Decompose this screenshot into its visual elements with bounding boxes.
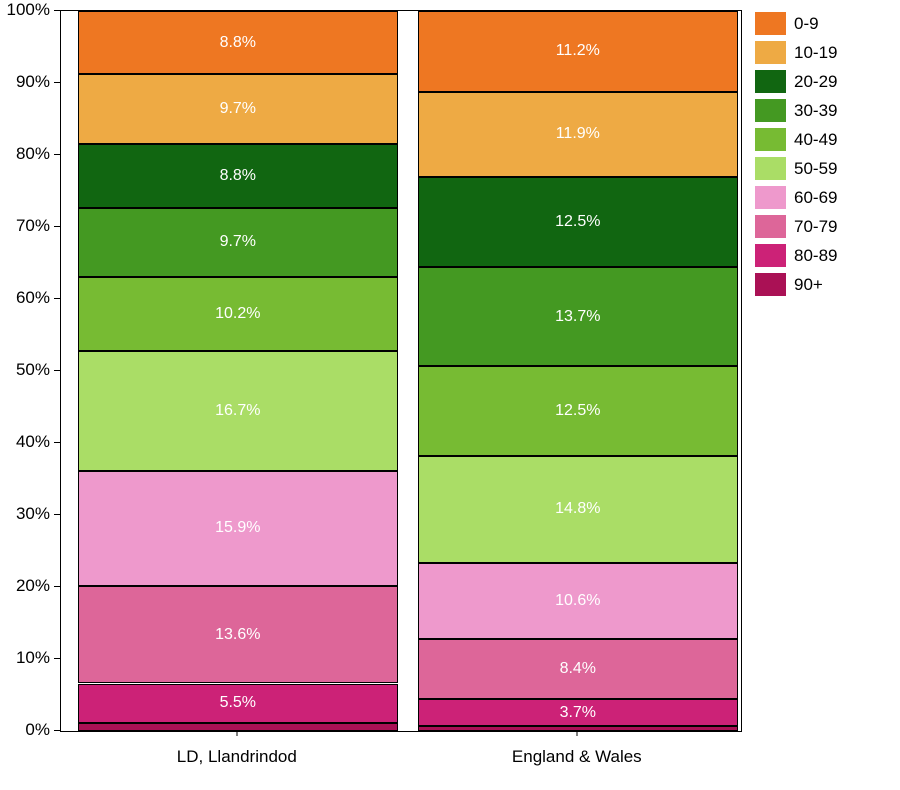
bar-segment (78, 723, 398, 731)
legend-swatch (755, 215, 786, 238)
legend-item: 30-39 (755, 98, 895, 123)
segment-label: 9.7% (220, 100, 256, 118)
legend-item: 90+ (755, 272, 895, 297)
bar-segment: 16.7% (78, 351, 398, 471)
legend-item: 70-79 (755, 214, 895, 239)
legend-swatch (755, 70, 786, 93)
segment-label: 8.4% (560, 660, 596, 678)
legend-swatch (755, 128, 786, 151)
legend-label: 50-59 (794, 159, 837, 179)
stacked-bar-chart: 0% 10% 20% 30% 40% 50% 60% 70% 80% 90% 100% 5.5% 13… (0, 0, 900, 790)
legend-item: 80-89 (755, 243, 895, 268)
legend-label: 80-89 (794, 246, 837, 266)
y-tick-label: 0% (25, 720, 50, 740)
legend-item: 10-19 (755, 40, 895, 65)
y-tick-label: 70% (16, 216, 50, 236)
legend-item: 0-9 (755, 11, 895, 36)
legend: 0-9 10-19 20-29 30-39 40-49 50-59 60-69 70-79 80… (755, 11, 895, 301)
y-axis: 0%10%20%30%40%50%60%70%80%90%100% (0, 10, 58, 730)
segment-label: 12.5% (555, 213, 600, 231)
segment-label: 16.7% (215, 402, 260, 420)
legend-label: 90+ (794, 275, 823, 295)
bar-segment: 9.7% (78, 74, 398, 144)
legend-item: 40-49 (755, 127, 895, 152)
y-tick-label: 40% (16, 432, 50, 452)
bar-segment: 12.5% (418, 366, 738, 456)
x-tick-label: England & Wales (512, 747, 642, 767)
legend-swatch (755, 41, 786, 64)
x-tick-mark (576, 730, 577, 736)
bar-segment: 8.8% (78, 144, 398, 207)
segment-label: 15.9% (215, 519, 260, 537)
segment-label: 10.6% (555, 592, 600, 610)
legend-item: 20-29 (755, 69, 895, 94)
segment-label: 9.7% (220, 233, 256, 251)
segment-label: 8.8% (220, 34, 256, 52)
legend-label: 60-69 (794, 188, 837, 208)
plot-area: 5.5% 13.6% 15.9% 16.7% 10.2% 9.7% 8.8% 9.7% 8.8%… (60, 10, 742, 732)
segment-label: 13.7% (555, 308, 600, 326)
bar-segment (418, 726, 738, 731)
legend-swatch (755, 99, 786, 122)
legend-label: 0-9 (794, 14, 819, 34)
bar-segment: 9.7% (78, 208, 398, 278)
bar-segment: 12.5% (418, 177, 738, 267)
legend-swatch (755, 157, 786, 180)
bar-group: 3.7% 8.4% 10.6% 14.8% 12.5% 13.7% 12.5% 11.9% 11… (418, 11, 738, 731)
y-tick-label: 100% (7, 0, 50, 20)
legend-label: 20-29 (794, 72, 837, 92)
bar-segment: 13.6% (78, 586, 398, 684)
segment-label: 10.2% (215, 305, 260, 323)
segment-label: 3.7% (560, 704, 596, 722)
segment-label: 11.9% (556, 125, 600, 143)
bar-segment: 5.5% (78, 684, 398, 724)
legend-item: 60-69 (755, 185, 895, 210)
y-tick-label: 90% (16, 72, 50, 92)
legend-swatch (755, 244, 786, 267)
bar-segment: 15.9% (78, 471, 398, 585)
legend-swatch (755, 273, 786, 296)
bar-segment: 14.8% (418, 456, 738, 563)
bar-segment: 3.7% (418, 699, 738, 726)
y-tick-label: 60% (16, 288, 50, 308)
y-tick-label: 10% (16, 648, 50, 668)
x-axis: LD, Llandrindod England & Wales (60, 735, 740, 775)
legend-swatch (755, 186, 786, 209)
bar-group: 5.5% 13.6% 15.9% 16.7% 10.2% 9.7% 8.8% 9.7% 8.8% (78, 11, 398, 731)
bar-segment: 11.9% (418, 92, 738, 178)
x-tick-mark (236, 730, 237, 736)
y-tick-label: 80% (16, 144, 50, 164)
segment-label: 11.2% (556, 42, 600, 60)
bar-segment: 8.8% (78, 11, 398, 74)
legend-item: 50-59 (755, 156, 895, 181)
bar-segment: 10.2% (78, 277, 398, 350)
bar-segment: 10.6% (418, 563, 738, 639)
segment-label: 8.8% (220, 167, 256, 185)
legend-label: 40-49 (794, 130, 837, 150)
y-tick-label: 30% (16, 504, 50, 524)
legend-label: 30-39 (794, 101, 837, 121)
y-tick-label: 20% (16, 576, 50, 596)
y-tick-label: 50% (16, 360, 50, 380)
bar-segment: 13.7% (418, 267, 738, 366)
legend-label: 70-79 (794, 217, 837, 237)
segment-label: 5.5% (220, 694, 256, 712)
segment-label: 14.8% (555, 500, 600, 518)
legend-swatch (755, 12, 786, 35)
bar-segment: 11.2% (418, 11, 738, 92)
x-tick-label: LD, Llandrindod (177, 747, 297, 767)
segment-label: 12.5% (555, 402, 600, 420)
bar-segment: 8.4% (418, 639, 738, 699)
segment-label: 13.6% (215, 626, 260, 644)
legend-label: 10-19 (794, 43, 837, 63)
